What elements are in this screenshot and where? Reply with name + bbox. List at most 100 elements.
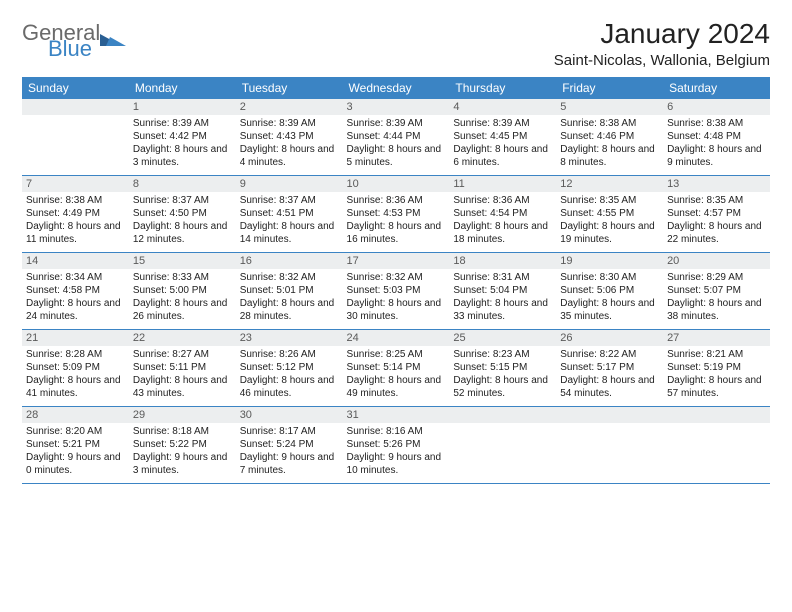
sunrise-line: Sunrise: 8:37 AM — [240, 194, 339, 207]
sunset-line: Sunset: 5:14 PM — [347, 361, 446, 374]
day-body: Sunrise: 8:29 AMSunset: 5:07 PMDaylight:… — [663, 269, 770, 329]
day-number: 31 — [343, 407, 450, 423]
day-body: Sunrise: 8:31 AMSunset: 5:04 PMDaylight:… — [449, 269, 556, 329]
day-body: Sunrise: 8:17 AMSunset: 5:24 PMDaylight:… — [236, 423, 343, 483]
day-number: 7 — [22, 176, 129, 192]
calendar-week-row: 21Sunrise: 8:28 AMSunset: 5:09 PMDayligh… — [22, 330, 770, 407]
sunrise-line: Sunrise: 8:32 AM — [347, 271, 446, 284]
calendar-week-row: 7Sunrise: 8:38 AMSunset: 4:49 PMDaylight… — [22, 176, 770, 253]
day-body: Sunrise: 8:35 AMSunset: 4:57 PMDaylight:… — [663, 192, 770, 252]
calendar-day-cell: 3Sunrise: 8:39 AMSunset: 4:44 PMDaylight… — [343, 99, 450, 176]
daylight-line: Daylight: 8 hours and 8 minutes. — [560, 143, 659, 169]
calendar-day-cell — [449, 407, 556, 484]
day-number: 22 — [129, 330, 236, 346]
sunrise-line: Sunrise: 8:38 AM — [560, 117, 659, 130]
day-body: Sunrise: 8:16 AMSunset: 5:26 PMDaylight:… — [343, 423, 450, 483]
sunrise-line: Sunrise: 8:30 AM — [560, 271, 659, 284]
daylight-line: Daylight: 8 hours and 16 minutes. — [347, 220, 446, 246]
daylight-line: Daylight: 9 hours and 10 minutes. — [347, 451, 446, 477]
sunset-line: Sunset: 4:58 PM — [26, 284, 125, 297]
sunrise-line: Sunrise: 8:21 AM — [667, 348, 766, 361]
calendar-day-cell: 15Sunrise: 8:33 AMSunset: 5:00 PMDayligh… — [129, 253, 236, 330]
day-number: 20 — [663, 253, 770, 269]
sunset-line: Sunset: 5:19 PM — [667, 361, 766, 374]
sunset-line: Sunset: 5:00 PM — [133, 284, 232, 297]
calendar-day-cell: 8Sunrise: 8:37 AMSunset: 4:50 PMDaylight… — [129, 176, 236, 253]
calendar-day-cell: 4 Sunrise: 8:39 AMSunset: 4:45 PMDaylight… — [449, 99, 556, 176]
calendar-day-cell: 9Sunrise: 8:37 AMSunset: 4:51 PMDaylight… — [236, 176, 343, 253]
day-number: 18 — [449, 253, 556, 269]
calendar-day-cell: 5Sunrise: 8:38 AMSunset: 4:46 PMDaylight… — [556, 99, 663, 176]
sunrise-line: Sunrise: 8:32 AM — [240, 271, 339, 284]
daylight-line: Daylight: 8 hours and 38 minutes. — [667, 297, 766, 323]
calendar-day-cell: 24Sunrise: 8:25 AMSunset: 5:14 PMDayligh… — [343, 330, 450, 407]
sunrise-line: Sunrise: 8:38 AM — [26, 194, 125, 207]
day-body: Sunrise: 8:36 AMSunset: 4:53 PMDaylight:… — [343, 192, 450, 252]
sunset-line: Sunset: 5:04 PM — [453, 284, 552, 297]
day-number: 16 — [236, 253, 343, 269]
daylight-line: Daylight: 8 hours and 33 minutes. — [453, 297, 552, 323]
sunset-line: Sunset: 5:01 PM — [240, 284, 339, 297]
day-number: 11 — [449, 176, 556, 192]
day-number: 4 — [449, 99, 556, 115]
calendar-day-cell: 11Sunrise: 8:36 AMSunset: 4:54 PMDayligh… — [449, 176, 556, 253]
day-number: 13 — [663, 176, 770, 192]
sunset-line: Sunset: 4:43 PM — [240, 130, 339, 143]
day-number: 12 — [556, 176, 663, 192]
calendar-body: 1Sunrise: 8:39 AMSunset: 4:42 PMDaylight… — [22, 99, 770, 484]
day-body: Sunrise: 8:36 AMSunset: 4:54 PMDaylight:… — [449, 192, 556, 252]
day-body: Sunrise: 8:37 AMSunset: 4:51 PMDaylight:… — [236, 192, 343, 252]
day-number: 25 — [449, 330, 556, 346]
daylight-line: Daylight: 8 hours and 41 minutes. — [26, 374, 125, 400]
day-number — [449, 407, 556, 423]
sunrise-line: Sunrise: 8:20 AM — [26, 425, 125, 438]
daylight-line: Daylight: 8 hours and 28 minutes. — [240, 297, 339, 323]
daylight-line: Daylight: 8 hours and 3 minutes. — [133, 143, 232, 169]
sunset-line: Sunset: 4:50 PM — [133, 207, 232, 220]
day-body: Sunrise: 8:34 AMSunset: 4:58 PMDaylight:… — [22, 269, 129, 329]
calendar-day-cell: 29Sunrise: 8:18 AMSunset: 5:22 PMDayligh… — [129, 407, 236, 484]
sunrise-line: Sunrise: 8:38 AM — [667, 117, 766, 130]
weekday-header: Monday — [129, 77, 236, 99]
day-number: 17 — [343, 253, 450, 269]
sunset-line: Sunset: 4:45 PM — [453, 130, 552, 143]
calendar-day-cell: 18Sunrise: 8:31 AMSunset: 5:04 PMDayligh… — [449, 253, 556, 330]
day-body: Sunrise: 8:38 AMSunset: 4:49 PMDaylight:… — [22, 192, 129, 252]
daylight-line: Daylight: 8 hours and 9 minutes. — [667, 143, 766, 169]
daylight-line: Daylight: 8 hours and 6 minutes. — [453, 143, 552, 169]
daylight-line: Daylight: 8 hours and 19 minutes. — [560, 220, 659, 246]
calendar-day-cell — [22, 99, 129, 176]
daylight-line: Daylight: 9 hours and 7 minutes. — [240, 451, 339, 477]
sunset-line: Sunset: 5:26 PM — [347, 438, 446, 451]
sunset-line: Sunset: 5:03 PM — [347, 284, 446, 297]
day-body: Sunrise: 8:38 AMSunset: 4:46 PMDaylight:… — [556, 115, 663, 175]
calendar-day-cell: 2Sunrise: 8:39 AMSunset: 4:43 PMDaylight… — [236, 99, 343, 176]
calendar-day-cell: 19Sunrise: 8:30 AMSunset: 5:06 PMDayligh… — [556, 253, 663, 330]
sunset-line: Sunset: 4:42 PM — [133, 130, 232, 143]
calendar-day-cell: 10Sunrise: 8:36 AMSunset: 4:53 PMDayligh… — [343, 176, 450, 253]
sunrise-line: Sunrise: 8:16 AM — [347, 425, 446, 438]
daylight-line: Daylight: 8 hours and 5 minutes. — [347, 143, 446, 169]
daylight-line: Daylight: 8 hours and 52 minutes. — [453, 374, 552, 400]
day-body: Sunrise: 8:28 AMSunset: 5:09 PMDaylight:… — [22, 346, 129, 406]
day-number: 1 — [129, 99, 236, 115]
calendar-day-cell: 28Sunrise: 8:20 AMSunset: 5:21 PMDayligh… — [22, 407, 129, 484]
sunrise-line: Sunrise: 8:36 AM — [453, 194, 552, 207]
sunset-line: Sunset: 5:24 PM — [240, 438, 339, 451]
sunset-line: Sunset: 5:21 PM — [26, 438, 125, 451]
calendar-week-row: 28Sunrise: 8:20 AMSunset: 5:21 PMDayligh… — [22, 407, 770, 484]
sunset-line: Sunset: 5:11 PM — [133, 361, 232, 374]
day-number: 6 — [663, 99, 770, 115]
day-number: 5 — [556, 99, 663, 115]
calendar-day-cell: 1Sunrise: 8:39 AMSunset: 4:42 PMDaylight… — [129, 99, 236, 176]
header: General Blue January 2024 Saint-Nicolas,… — [22, 18, 770, 69]
sunrise-line: Sunrise: 8:39 AM — [453, 117, 552, 130]
calendar-day-cell: 21Sunrise: 8:28 AMSunset: 5:09 PMDayligh… — [22, 330, 129, 407]
daylight-line: Daylight: 8 hours and 43 minutes. — [133, 374, 232, 400]
day-number: 21 — [22, 330, 129, 346]
day-body: Sunrise: 8:27 AMSunset: 5:11 PMDaylight:… — [129, 346, 236, 406]
day-number — [556, 407, 663, 423]
calendar-day-cell: 23Sunrise: 8:26 AMSunset: 5:12 PMDayligh… — [236, 330, 343, 407]
day-body — [556, 423, 663, 481]
weekday-header: Thursday — [449, 77, 556, 99]
